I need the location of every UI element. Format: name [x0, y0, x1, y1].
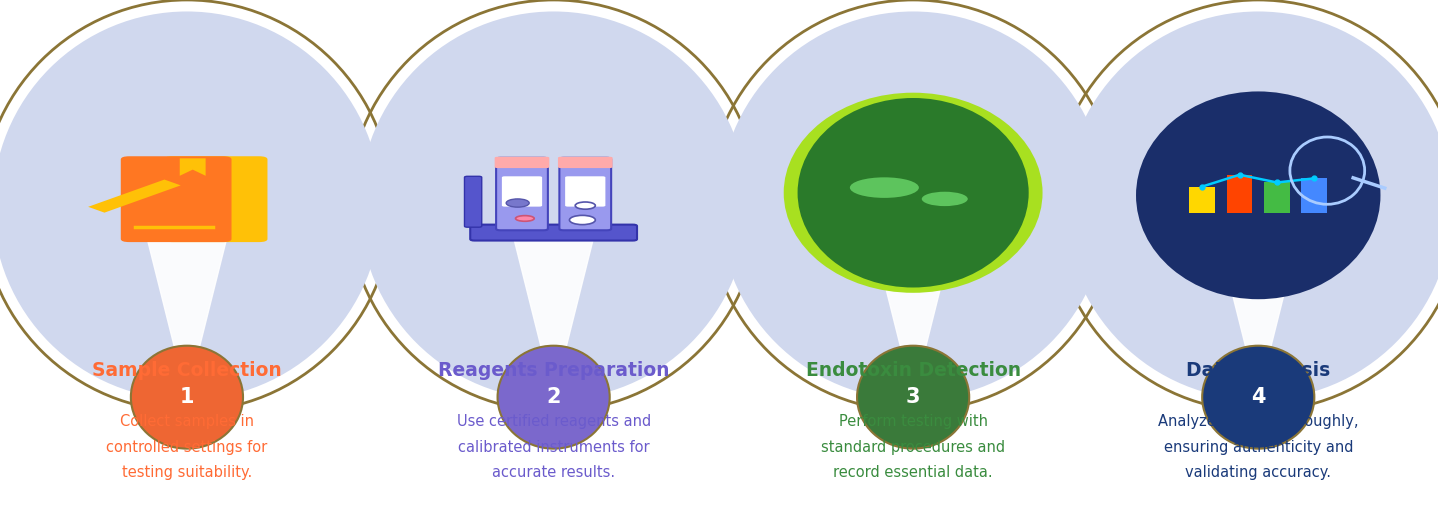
Ellipse shape	[360, 11, 748, 400]
Polygon shape	[180, 158, 206, 176]
FancyBboxPatch shape	[559, 158, 611, 230]
Ellipse shape	[1202, 346, 1314, 449]
Ellipse shape	[719, 11, 1107, 400]
Polygon shape	[870, 225, 956, 351]
Ellipse shape	[138, 348, 236, 446]
Text: 2: 2	[546, 387, 561, 407]
Ellipse shape	[1064, 11, 1438, 400]
Circle shape	[575, 202, 595, 209]
Text: Perform testing with
standard procedures and
record essential data.: Perform testing with standard procedures…	[821, 414, 1005, 481]
FancyBboxPatch shape	[496, 158, 548, 230]
FancyBboxPatch shape	[495, 157, 549, 168]
FancyBboxPatch shape	[470, 225, 637, 241]
Ellipse shape	[515, 216, 535, 222]
FancyBboxPatch shape	[1189, 187, 1215, 213]
Ellipse shape	[798, 98, 1028, 287]
Text: 4: 4	[1251, 387, 1265, 407]
Polygon shape	[510, 225, 597, 351]
Text: Collect samples in
controlled settings for
testing suitability.: Collect samples in controlled settings f…	[106, 414, 267, 481]
Ellipse shape	[505, 348, 603, 446]
Text: Use certified reagents and
calibrated instruments for
accurate results.: Use certified reagents and calibrated in…	[456, 414, 651, 481]
Polygon shape	[144, 225, 230, 351]
FancyBboxPatch shape	[1227, 175, 1252, 213]
Polygon shape	[88, 179, 181, 213]
Text: Endotoxin Detection: Endotoxin Detection	[805, 361, 1021, 379]
Ellipse shape	[864, 348, 962, 446]
Ellipse shape	[857, 346, 969, 449]
Ellipse shape	[498, 346, 610, 449]
Text: Reagents Preparation: Reagents Preparation	[439, 361, 669, 379]
Circle shape	[506, 199, 529, 207]
Ellipse shape	[131, 346, 243, 449]
FancyBboxPatch shape	[121, 156, 232, 242]
FancyBboxPatch shape	[558, 157, 613, 168]
Ellipse shape	[0, 11, 381, 400]
Text: 3: 3	[906, 387, 920, 407]
FancyBboxPatch shape	[164, 156, 267, 242]
Text: Data Analysis: Data Analysis	[1186, 361, 1330, 379]
Ellipse shape	[784, 93, 1043, 293]
Ellipse shape	[850, 177, 919, 198]
Text: Analyze results thoroughly,
ensuring authenticity and
validating accuracy.: Analyze results thoroughly, ensuring aut…	[1158, 414, 1359, 481]
Circle shape	[569, 215, 595, 225]
Ellipse shape	[922, 192, 968, 206]
Polygon shape	[1215, 225, 1301, 351]
FancyBboxPatch shape	[565, 176, 605, 207]
FancyBboxPatch shape	[502, 176, 542, 207]
Text: 1: 1	[180, 387, 194, 407]
Text: Sample Collection: Sample Collection	[92, 361, 282, 379]
Ellipse shape	[1209, 348, 1307, 446]
FancyBboxPatch shape	[1264, 182, 1290, 213]
Ellipse shape	[1136, 91, 1380, 299]
FancyBboxPatch shape	[464, 176, 482, 227]
FancyBboxPatch shape	[1301, 178, 1327, 213]
